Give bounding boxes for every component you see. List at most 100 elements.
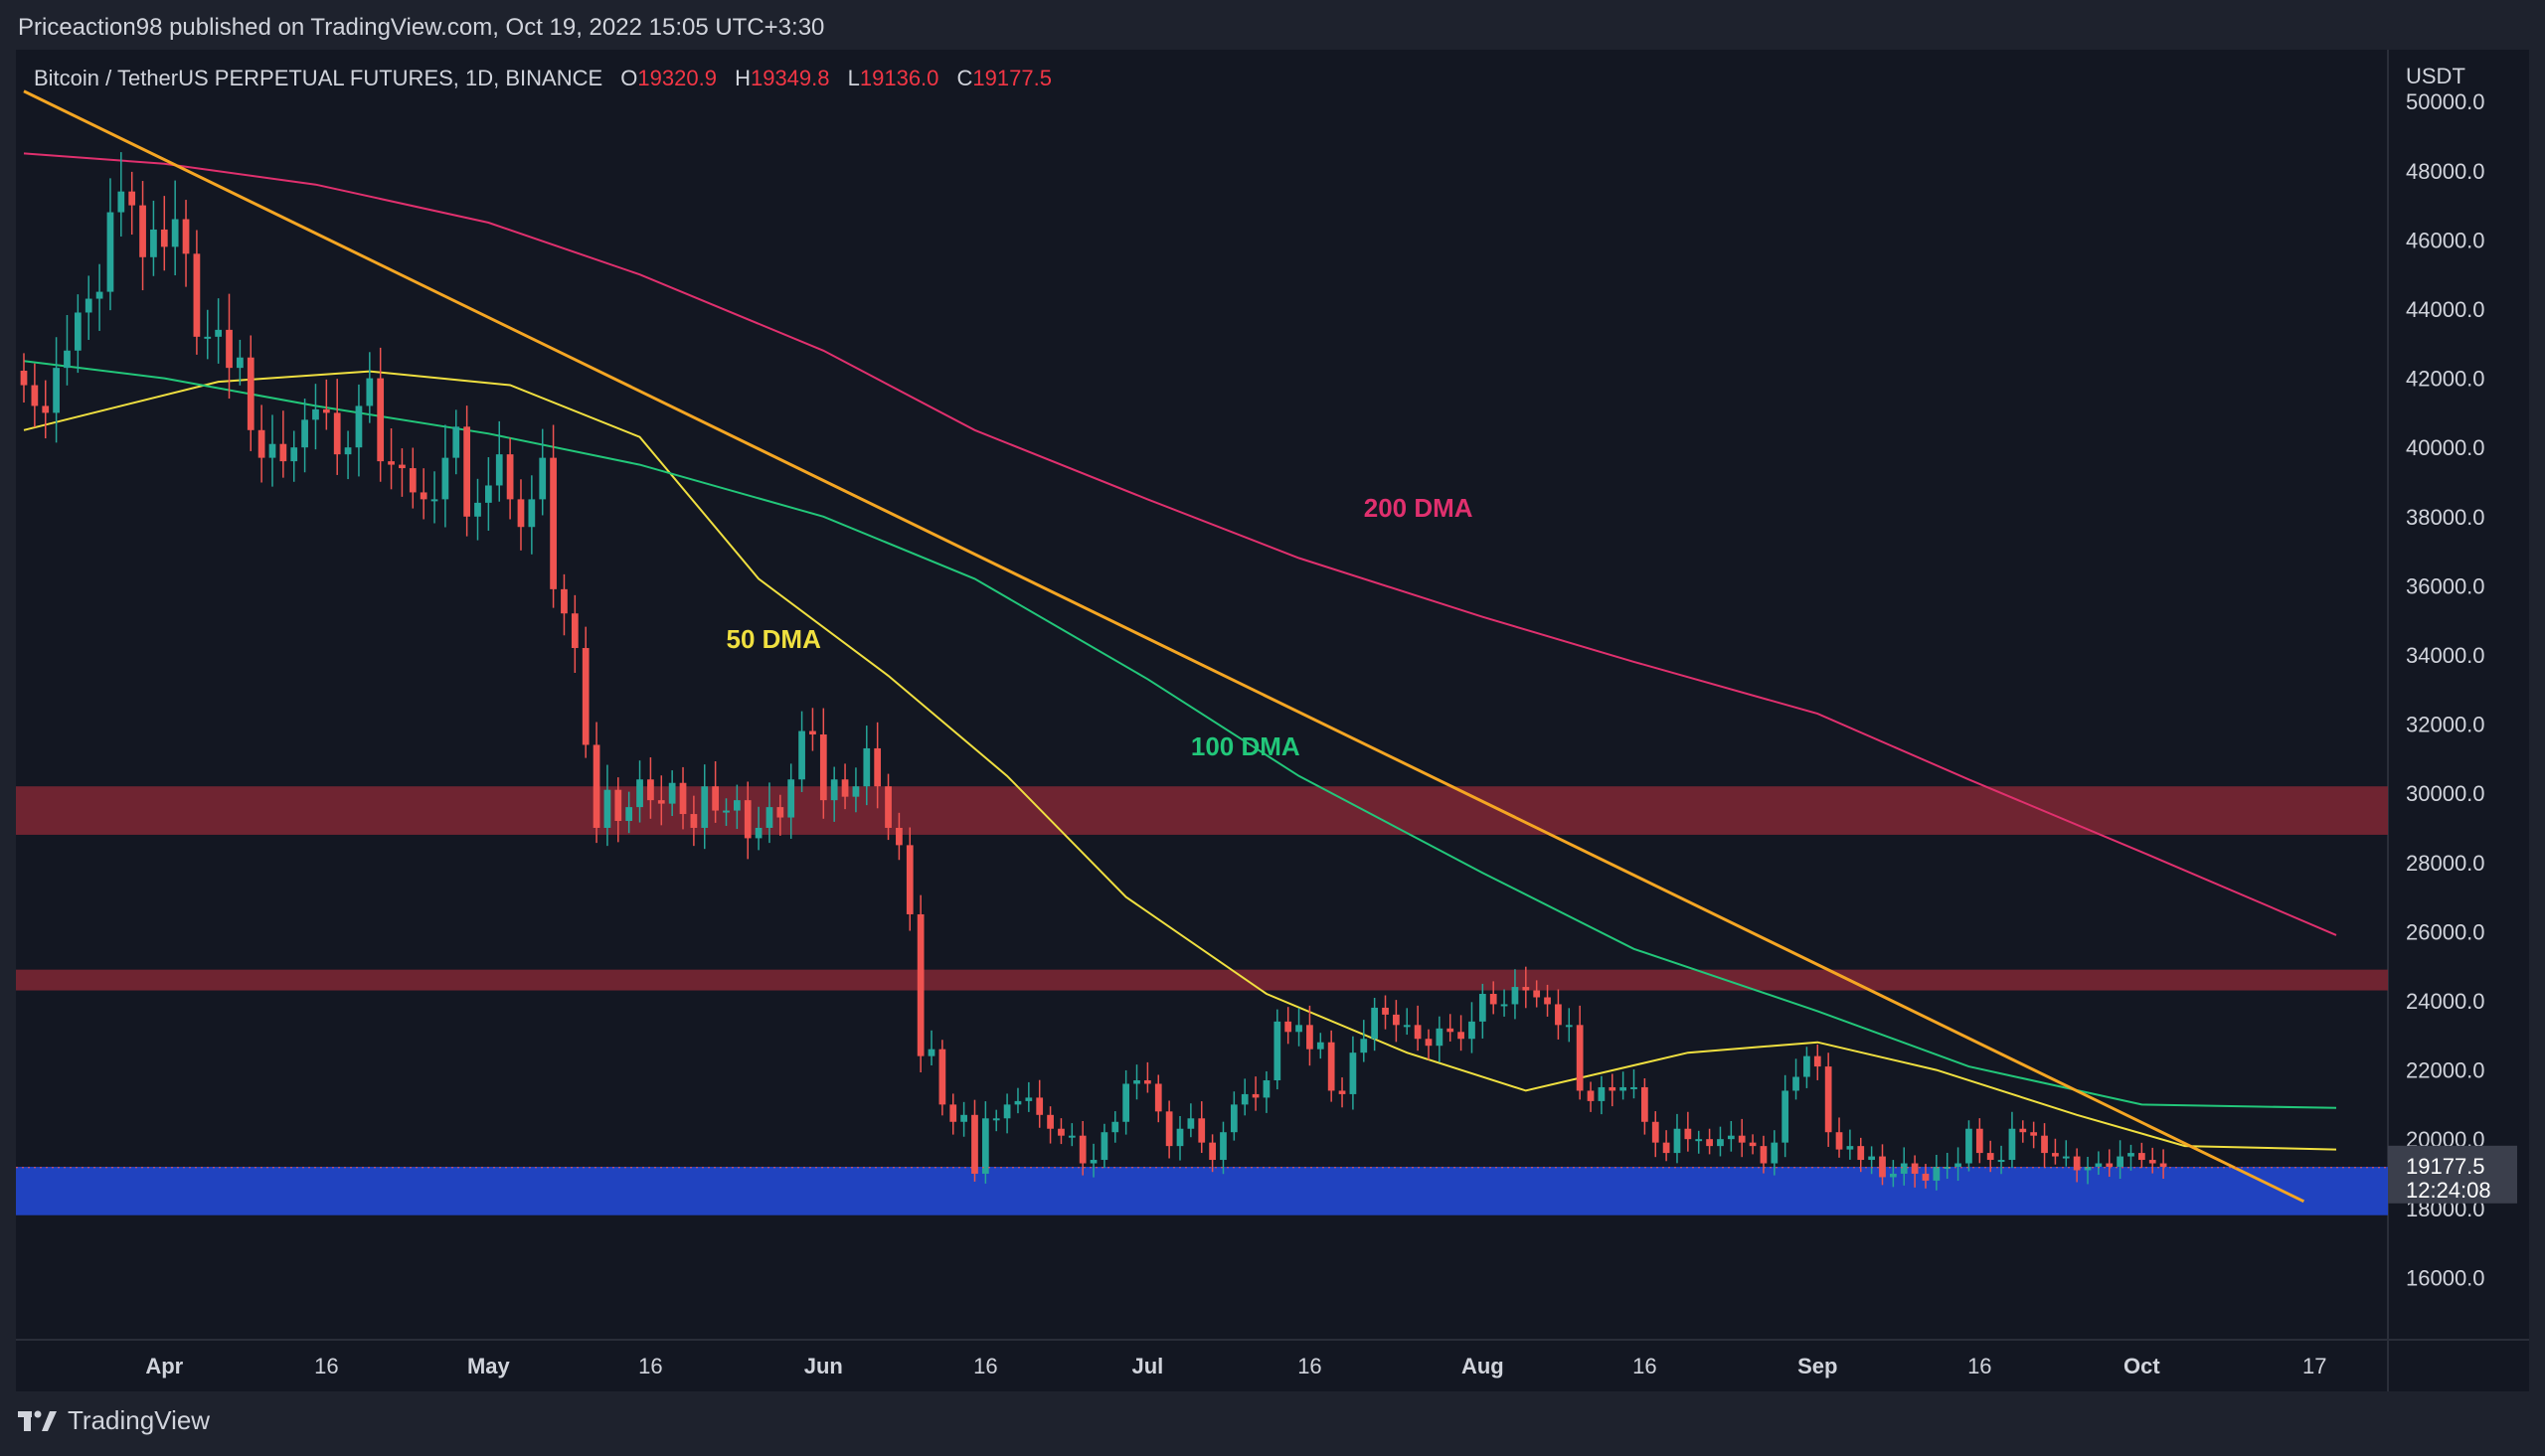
candle: [928, 1030, 935, 1066]
candle: [42, 380, 50, 439]
candle-body: [485, 485, 492, 503]
candle: [1284, 1007, 1292, 1045]
candle-body: [1187, 1118, 1195, 1129]
candle: [1522, 966, 1530, 1009]
price-tick-label: 22000.0: [2406, 1058, 2485, 1083]
candle-body: [744, 800, 752, 839]
candle-body: [1263, 1080, 1271, 1098]
candle-body: [42, 405, 50, 413]
candle: [744, 781, 752, 860]
candle-body: [1349, 1052, 1357, 1094]
candle: [1944, 1152, 1951, 1180]
candle-body: [841, 779, 849, 797]
candle-body: [1824, 1066, 1832, 1133]
candle: [1047, 1106, 1054, 1144]
candle-body: [1544, 997, 1551, 1005]
candle-body: [593, 744, 600, 828]
symbol-legend: Bitcoin / TetherUS PERPETUAL FUTURES, 1D…: [34, 66, 1052, 91]
price-tick-label: 16000.0: [2406, 1265, 2485, 1290]
candle-body: [1273, 1021, 1281, 1081]
price-tick-label: 44000.0: [2406, 297, 2485, 322]
time-tick-label: 16: [973, 1354, 997, 1378]
candle-body: [657, 800, 665, 804]
candle-body: [1489, 994, 1497, 1005]
time-tick-label: 16: [1632, 1354, 1656, 1378]
candle: [1371, 997, 1379, 1052]
candle-body: [1144, 1080, 1151, 1084]
trendline: [23, 89, 2305, 1204]
time-tick-label: 17: [2302, 1354, 2326, 1378]
candle: [1727, 1120, 1735, 1152]
candle-body: [809, 730, 816, 735]
candle: [2041, 1123, 2048, 1168]
candle-body: [1111, 1121, 1119, 1133]
candle: [1068, 1123, 1076, 1147]
candle: [204, 309, 212, 360]
candle: [301, 399, 308, 473]
candle-body: [1436, 1028, 1443, 1047]
candle-body: [1230, 1104, 1238, 1133]
candle: [614, 777, 622, 843]
candle-body: [1555, 1004, 1562, 1026]
price-tick-label: 48000.0: [2406, 159, 2485, 184]
close-label: C: [956, 66, 973, 90]
candle: [1868, 1146, 1875, 1175]
candle-body: [1209, 1142, 1216, 1161]
annotation-50-dma: 50 DMA: [726, 624, 821, 654]
candle-body: [452, 426, 460, 458]
candle-body: [1198, 1118, 1206, 1143]
candle: [485, 457, 492, 531]
candle-body: [1651, 1121, 1659, 1143]
candle-body: [2117, 1156, 2123, 1168]
candle: [106, 178, 114, 311]
candle: [1133, 1064, 1140, 1100]
candle-body: [2062, 1156, 2070, 1159]
candle-body: [463, 426, 471, 517]
candle: [2030, 1121, 2038, 1149]
candle: [1349, 1036, 1357, 1110]
candle: [2052, 1138, 2059, 1165]
candle-body: [1500, 1004, 1508, 1007]
candle: [657, 775, 665, 826]
candle-body: [765, 807, 773, 828]
candle-body: [992, 1118, 1000, 1121]
candle: [2019, 1120, 2027, 1143]
candle: [1933, 1154, 1941, 1191]
candle-body: [95, 291, 103, 299]
footer-brand[interactable]: TradingView: [18, 1405, 210, 1436]
candle-body: [2030, 1132, 2038, 1136]
candle-body: [74, 312, 82, 351]
candle: [1079, 1120, 1087, 1176]
candle: [53, 337, 60, 443]
time-tick-label: 16: [638, 1354, 662, 1378]
candle: [1576, 1005, 1584, 1100]
candle-body: [2137, 1153, 2145, 1161]
candle-body: [776, 807, 784, 818]
candle-body: [723, 810, 730, 813]
candle-body: [1695, 1139, 1703, 1142]
candle: [95, 263, 103, 331]
candle-body: [1879, 1156, 1886, 1178]
candle-body: [182, 219, 190, 254]
candle: [257, 404, 265, 483]
candle: [561, 573, 568, 636]
candle-body: [1306, 1025, 1313, 1050]
candle: [1609, 1073, 1616, 1107]
publisher-line: Priceaction98 published on TradingView.c…: [18, 14, 825, 41]
candle-body: [1803, 1055, 1810, 1077]
candle-body: [506, 454, 514, 500]
candle-body: [712, 786, 719, 811]
brand-name: TradingView: [68, 1405, 211, 1435]
candle: [1468, 1002, 1475, 1053]
candle: [1511, 969, 1519, 1020]
candle: [1587, 1081, 1595, 1112]
candle-body: [204, 336, 212, 339]
candle-body: [1717, 1139, 1724, 1147]
candle-body: [1122, 1083, 1130, 1122]
candle-body: [2127, 1153, 2134, 1157]
candle: [1003, 1093, 1011, 1134]
candle: [1187, 1103, 1195, 1138]
candle: [1760, 1135, 1768, 1174]
